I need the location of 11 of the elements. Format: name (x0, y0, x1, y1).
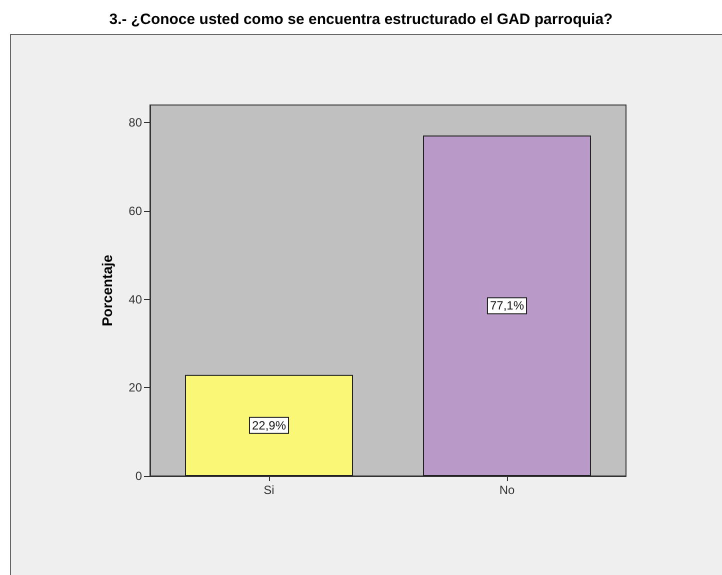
chart-title: 3.- ¿Conoce usted como se encuentra estructurado el GAD parroquia? (109, 11, 613, 28)
y-axis-title: Porcentaje (99, 254, 115, 326)
y-tick-label: 80 (128, 116, 142, 130)
data-label: 22,9% (252, 418, 286, 432)
y-tick-label: 40 (128, 292, 142, 306)
x-tick-label: Si (264, 483, 274, 497)
x-tick-label: No (499, 483, 515, 497)
y-tick-label: 0 (135, 469, 142, 483)
y-tick-label: 20 (128, 380, 142, 395)
y-tick-label: 60 (128, 204, 142, 218)
data-label: 77,1% (490, 298, 524, 313)
